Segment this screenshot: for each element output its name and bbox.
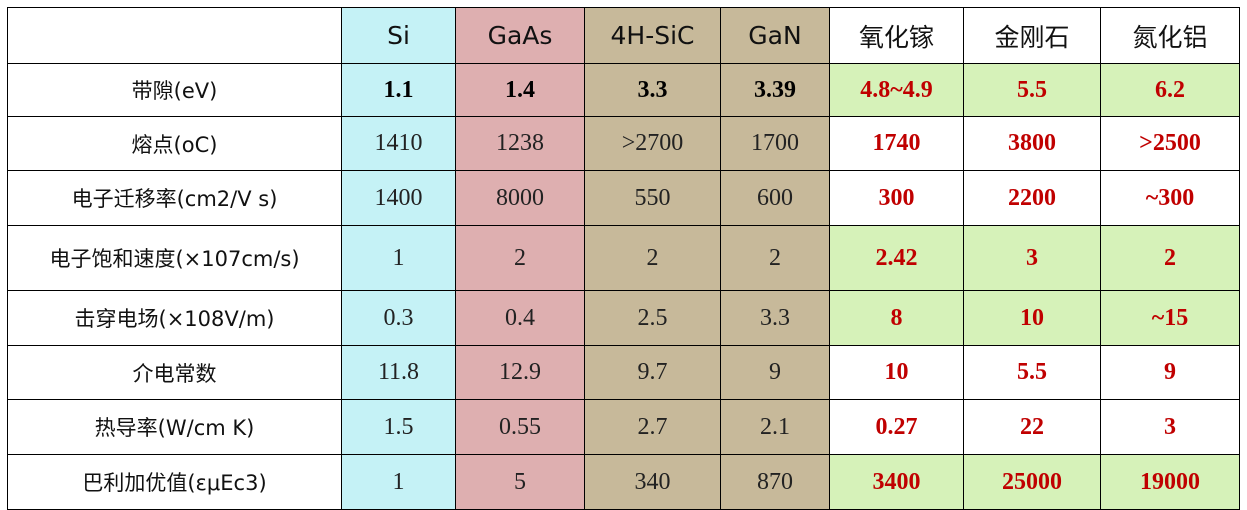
cell-gaas: 0.55 (455, 399, 585, 455)
cell-diamond: 25000 (963, 454, 1101, 510)
cell-4h-sic: 2 (584, 225, 721, 291)
cell-gan: 2 (720, 225, 830, 291)
cell-si: 1.5 (341, 399, 456, 455)
cell-aluminum-nitride: 9 (1100, 345, 1240, 400)
row-label: 介电常数 (7, 345, 342, 400)
cell-aluminum-nitride: ~300 (1100, 170, 1240, 226)
cell-gallium-oxide: 2.42 (829, 225, 964, 291)
cell-gan: 870 (720, 454, 830, 510)
cell-aluminum-nitride: 6.2 (1100, 63, 1240, 117)
cell-aluminum-nitride: 3 (1100, 399, 1240, 455)
cell-diamond: 10 (963, 290, 1101, 346)
row-label: 电子饱和速度(×107cm/s) (7, 225, 342, 291)
row-label: 电子迁移率(cm2/V s) (7, 170, 342, 226)
header-4h-sic: 4H-SiC (584, 7, 721, 64)
cell-4h-sic: 550 (584, 170, 721, 226)
cell-gaas: 0.4 (455, 290, 585, 346)
cell-gan: 1700 (720, 116, 830, 171)
cell-4h-sic: >2700 (584, 116, 721, 171)
header-gallium-oxide: 氧化镓 (829, 7, 964, 64)
cell-gaas: 12.9 (455, 345, 585, 400)
cell-aluminum-nitride: 19000 (1100, 454, 1240, 510)
header-si: Si (341, 7, 456, 64)
table-row: 热导率(W/cm K) 1.5 0.55 2.7 2.1 0.27 22 3 (7, 399, 1240, 455)
cell-diamond: 22 (963, 399, 1101, 455)
cell-gaas: 2 (455, 225, 585, 291)
corner-cell (7, 7, 342, 64)
cell-gaas: 1.4 (455, 63, 585, 117)
cell-si: 1 (341, 225, 456, 291)
cell-si: 1 (341, 454, 456, 510)
row-label: 热导率(W/cm K) (7, 399, 342, 455)
header-row: Si GaAs 4H-SiC GaN 氧化镓 金刚石 氮化铝 (7, 7, 1240, 64)
cell-diamond: 3 (963, 225, 1101, 291)
header-diamond: 金刚石 (963, 7, 1101, 64)
cell-si: 11.8 (341, 345, 456, 400)
row-label: 巴利加优值(εμEc3) (7, 454, 342, 510)
table-row: 电子饱和速度(×107cm/s) 1 2 2 2 2.42 3 2 (7, 225, 1240, 291)
cell-si: 1410 (341, 116, 456, 171)
table-row: 电子迁移率(cm2/V s) 1400 8000 550 600 300 220… (7, 170, 1240, 226)
table-row: 熔点(oC) 1410 1238 >2700 1700 1740 3800 >2… (7, 116, 1240, 171)
cell-diamond: 5.5 (963, 63, 1101, 117)
cell-gaas: 5 (455, 454, 585, 510)
cell-gallium-oxide: 3400 (829, 454, 964, 510)
cell-diamond: 2200 (963, 170, 1101, 226)
row-label: 击穿电场(×108V/m) (7, 290, 342, 346)
cell-gallium-oxide: 4.8~4.9 (829, 63, 964, 117)
cell-gallium-oxide: 0.27 (829, 399, 964, 455)
row-label: 带隙(eV) (7, 63, 342, 117)
row-label: 熔点(oC) (7, 116, 342, 171)
cell-gan: 3.3 (720, 290, 830, 346)
cell-4h-sic: 3.3 (584, 63, 721, 117)
cell-gallium-oxide: 300 (829, 170, 964, 226)
cell-gan: 2.1 (720, 399, 830, 455)
cell-4h-sic: 2.7 (584, 399, 721, 455)
header-gaas: GaAs (455, 7, 585, 64)
cell-4h-sic: 2.5 (584, 290, 721, 346)
cell-diamond: 3800 (963, 116, 1101, 171)
cell-si: 1.1 (341, 63, 456, 117)
table-row: 带隙(eV) 1.1 1.4 3.3 3.39 4.8~4.9 5.5 6.2 (7, 63, 1240, 117)
header-aluminum-nitride: 氮化铝 (1100, 7, 1240, 64)
cell-si: 1400 (341, 170, 456, 226)
cell-gan: 3.39 (720, 63, 830, 117)
cell-aluminum-nitride: >2500 (1100, 116, 1240, 171)
cell-gallium-oxide: 10 (829, 345, 964, 400)
cell-aluminum-nitride: 2 (1100, 225, 1240, 291)
material-properties-table: Si GaAs 4H-SiC GaN 氧化镓 金刚石 氮化铝 带隙(eV) 1.… (7, 7, 1240, 510)
cell-gaas: 8000 (455, 170, 585, 226)
cell-gan: 600 (720, 170, 830, 226)
cell-gallium-oxide: 1740 (829, 116, 964, 171)
cell-gallium-oxide: 8 (829, 290, 964, 346)
header-gan: GaN (720, 7, 830, 64)
cell-si: 0.3 (341, 290, 456, 346)
cell-4h-sic: 340 (584, 454, 721, 510)
table-row: 巴利加优值(εμEc3) 1 5 340 870 3400 25000 1900… (7, 454, 1240, 510)
cell-diamond: 5.5 (963, 345, 1101, 400)
table-row: 介电常数 11.8 12.9 9.7 9 10 5.5 9 (7, 345, 1240, 400)
cell-aluminum-nitride: ~15 (1100, 290, 1240, 346)
table-row: 击穿电场(×108V/m) 0.3 0.4 2.5 3.3 8 10 ~15 (7, 290, 1240, 346)
cell-gaas: 1238 (455, 116, 585, 171)
cell-gan: 9 (720, 345, 830, 400)
cell-4h-sic: 9.7 (584, 345, 721, 400)
